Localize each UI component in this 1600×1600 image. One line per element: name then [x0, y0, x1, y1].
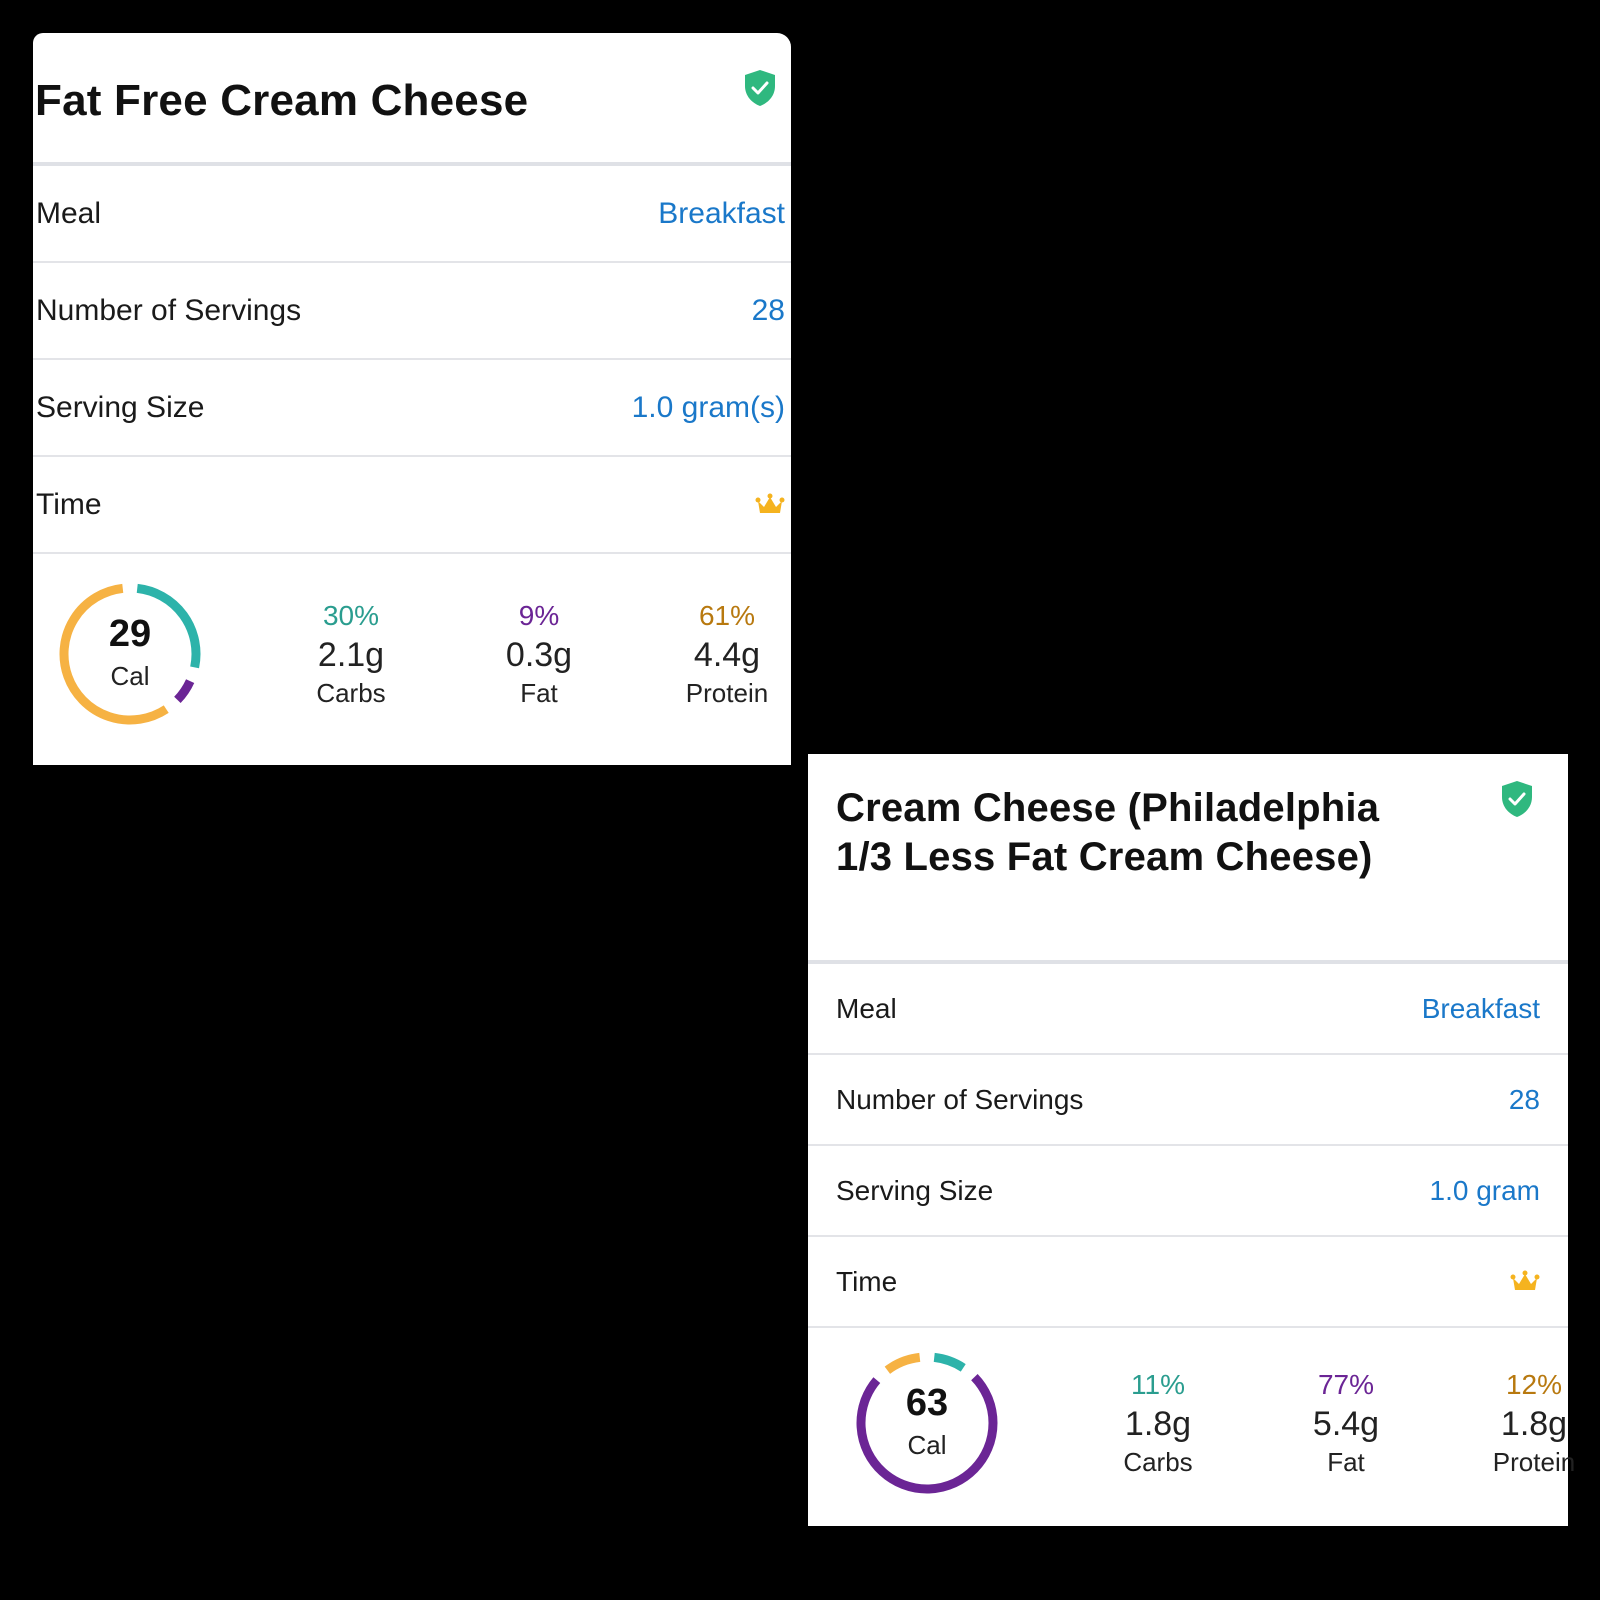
serving-size-label: Serving Size: [36, 390, 205, 424]
time-row[interactable]: Time: [808, 1237, 1568, 1328]
serving-size-value[interactable]: 1.0 gram(s): [631, 390, 785, 424]
macro-protein-percent: 12%: [1505, 1369, 1563, 1400]
ring-segment-carbs: [933, 1352, 966, 1372]
card-header: Cream Cheese (Philadelphia 1/3 Less Fat …: [808, 754, 1568, 964]
food-card-cream-cheese-philadelphia: Cream Cheese (Philadelphia 1/3 Less Fat …: [808, 754, 1575, 1526]
meal-label: Meal: [836, 992, 897, 1024]
servings-row[interactable]: Number of Servings 28: [33, 263, 791, 360]
calorie-unit: Cal: [110, 661, 150, 691]
meal-value[interactable]: Breakfast: [1421, 992, 1540, 1024]
macro-protein: 12% 1.8g Protein: [1440, 1366, 1600, 1480]
macro-protein-grams: 1.8g: [1500, 1405, 1568, 1443]
calorie-ring: 29 Cal: [55, 579, 205, 729]
macro-fat-label: Fat: [1327, 1447, 1365, 1477]
macro-protein: 61% 4.4g Protein: [633, 597, 821, 711]
time-row[interactable]: Time: [33, 457, 791, 554]
macro-carbs-label: Carbs: [1123, 1447, 1193, 1477]
macro-carbs: 11% 1.8g Carbs: [1064, 1366, 1252, 1480]
macro-carbs: 30% 2.1g Carbs: [257, 597, 445, 711]
meal-row[interactable]: Meal Breakfast: [808, 964, 1568, 1055]
ring-segment-fat: [856, 1373, 998, 1494]
macro-list: 30% 2.1g Carbs 9% 0.3g Fat 61% 4.4g Prot…: [257, 597, 821, 711]
ring-segment-carbs: [136, 583, 201, 669]
calorie-ring-chart: [856, 1352, 998, 1494]
verified-shield-icon: [1502, 781, 1532, 817]
ring-segment-fat: [174, 679, 195, 704]
time-label: Time: [836, 1265, 898, 1297]
macro-fat: 9% 0.3g Fat: [445, 597, 633, 711]
meal-value[interactable]: Breakfast: [658, 196, 785, 230]
macro-protein-label: Protein: [685, 678, 769, 708]
calorie-ring-chart: [59, 583, 201, 725]
meal-label: Meal: [36, 196, 102, 230]
time-label: Time: [36, 487, 102, 521]
macro-carbs-label: Carbs: [316, 678, 386, 708]
food-card-fat-free-cream-cheese: Fat Free Cream Cheese Meal Breakfast Num…: [33, 33, 791, 765]
calorie-value: 63: [905, 1382, 949, 1424]
ring-segment-protein: [59, 583, 169, 725]
crown-icon[interactable]: [755, 493, 785, 517]
food-title: Fat Free Cream Cheese: [35, 76, 529, 125]
servings-value[interactable]: 28: [1508, 1083, 1540, 1115]
calorie-value: 29: [108, 613, 152, 655]
serving-size-value[interactable]: 1.0 gram: [1429, 1174, 1541, 1206]
macro-fat-label: Fat: [520, 678, 558, 708]
calorie-ring: 63 Cal: [852, 1348, 1002, 1498]
macro-carbs-grams: 2.1g: [317, 636, 385, 674]
meal-row[interactable]: Meal Breakfast: [33, 166, 791, 263]
macro-protein-label: Protein: [1492, 1447, 1576, 1477]
servings-value[interactable]: 28: [751, 293, 785, 327]
macro-fat-grams: 0.3g: [505, 636, 573, 674]
macro-carbs-percent: 30%: [322, 600, 380, 631]
serving-size-label: Serving Size: [836, 1174, 994, 1206]
macro-protein-grams: 4.4g: [693, 636, 761, 674]
calorie-unit: Cal: [907, 1430, 947, 1460]
food-title: Cream Cheese (Philadelphia 1/3 Less Fat …: [836, 786, 1380, 879]
macro-summary: 29 Cal 30% 2.1g Carbs 9% 0.3g Fat 61% 4.…: [33, 554, 791, 754]
macro-fat: 77% 5.4g Fat: [1252, 1366, 1440, 1480]
macro-summary: 63 Cal 11% 1.8g Carbs 77% 5.4g Fat 12% 1…: [808, 1328, 1575, 1518]
macro-fat-grams: 5.4g: [1312, 1405, 1380, 1443]
servings-label: Number of Servings: [36, 293, 302, 327]
macro-carbs-grams: 1.8g: [1124, 1405, 1192, 1443]
macro-carbs-percent: 11%: [1131, 1369, 1185, 1400]
serving-size-row[interactable]: Serving Size 1.0 gram: [808, 1146, 1568, 1237]
macro-list: 11% 1.8g Carbs 77% 5.4g Fat 12% 1.8g Pro…: [1064, 1366, 1600, 1480]
crown-icon[interactable]: [1510, 1270, 1540, 1294]
servings-row[interactable]: Number of Servings 28: [808, 1055, 1568, 1146]
macro-fat-percent: 9%: [518, 600, 560, 631]
servings-label: Number of Servings: [836, 1083, 1084, 1115]
card-header: Fat Free Cream Cheese: [33, 33, 791, 166]
macro-protein-percent: 61%: [698, 600, 756, 631]
serving-size-row[interactable]: Serving Size 1.0 gram(s): [33, 360, 791, 457]
macro-fat-percent: 77%: [1317, 1369, 1375, 1400]
verified-shield-icon: [745, 70, 775, 106]
ring-segment-protein: [884, 1352, 921, 1374]
